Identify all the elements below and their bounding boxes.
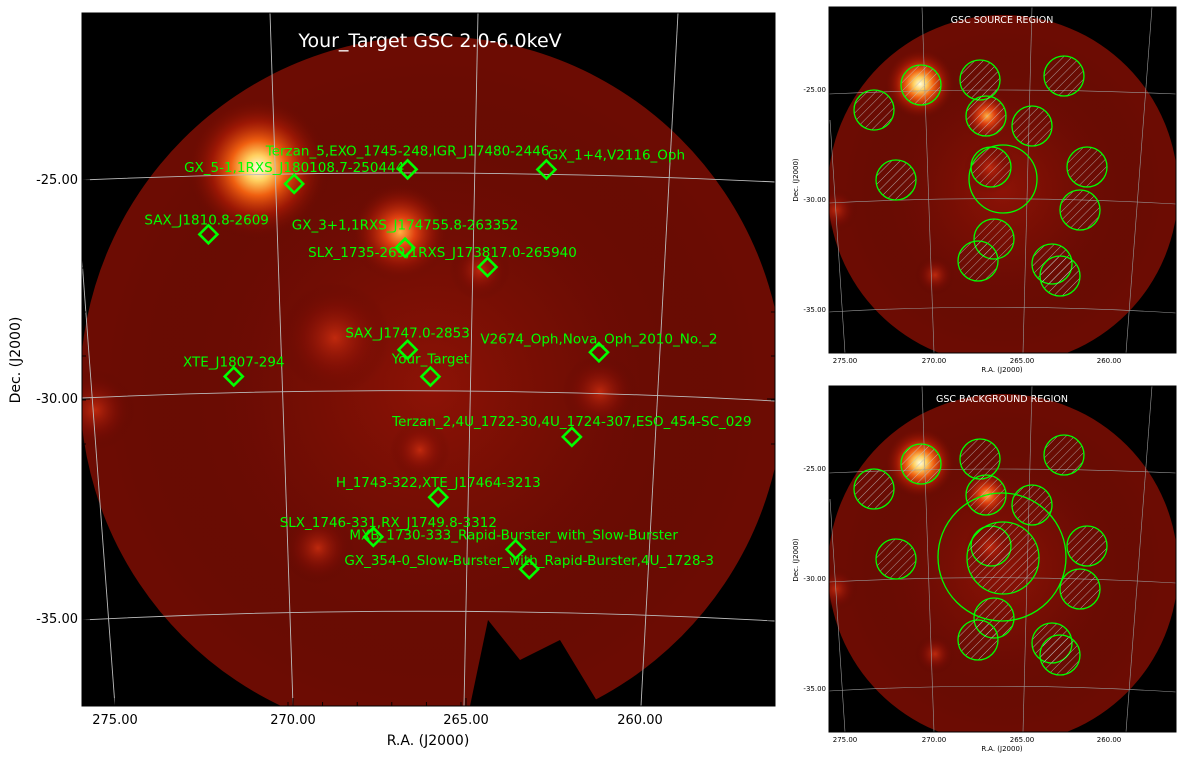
- source-label: Your_Target: [391, 352, 469, 368]
- main-fov-notch: [470, 620, 600, 706]
- background-x-tick-label: 275.00: [833, 736, 858, 744]
- background-y-tick-label: -35.00: [803, 685, 826, 693]
- exclusion-region: [1011, 484, 1053, 526]
- source-label: V2674_Oph,Nova_Oph_2010_No._2: [480, 331, 717, 347]
- exclusion-region: [959, 59, 1001, 101]
- source-y-tick-label: -25.00: [803, 86, 826, 94]
- exclusion-region: [1066, 525, 1108, 567]
- exclusion-region: [1043, 434, 1085, 476]
- background-plot-frame: [828, 385, 1177, 733]
- source-label: H_1743-322,XTE_J17464-3213: [336, 475, 541, 491]
- source-marker: [535, 158, 558, 181]
- source-marker: [222, 365, 245, 388]
- source-region-circles: [853, 55, 1108, 297]
- background-y-tick-label: -30.00: [803, 575, 826, 583]
- exclusion-region: [853, 468, 895, 510]
- source-label: GX_3+1,1RXS_J174755.8-263352: [292, 218, 519, 234]
- source-marker: [394, 236, 416, 259]
- source-label: GX_1+4,V2116_Oph: [548, 148, 685, 164]
- background-region-circles: [853, 434, 1108, 676]
- background-y-tick-label: -25.00: [803, 465, 826, 473]
- source-label: SLX_1746-331,RX_J1749.8-3312: [280, 515, 497, 531]
- background-x-tick-label: 270.00: [922, 736, 947, 744]
- source-label: MXB_1730-333_Rapid-Burster_with_Slow-Bur…: [349, 527, 678, 543]
- source-label: GX_354-0_Slow-Burster_with_Rapid-Burster…: [344, 553, 714, 569]
- exclusion-region: [1066, 146, 1108, 188]
- exclusion-region: [900, 64, 942, 106]
- main-plot-frame: [81, 12, 776, 707]
- source-x-tick-label: 275.00: [833, 357, 858, 365]
- source-label: SLX_1735-269,1RXS_J173817.0-265940: [308, 245, 577, 261]
- main-x-tick-label: 265.00: [443, 713, 489, 728]
- background-x-tick-label: 265.00: [1010, 736, 1035, 744]
- source-marker: [518, 558, 541, 580]
- source-markers: Terzan_5,EXO_1745-248,IGR_J17480-2446GX_…: [144, 143, 752, 580]
- background-annulus-inner: [966, 521, 1040, 595]
- exclusion-region: [853, 89, 895, 131]
- exclusion-region: [1043, 55, 1085, 97]
- main-x-tick-label: 275.00: [92, 713, 138, 728]
- main-panel: Your_Target GSC 2.0-6.0keV 275.00 270.00…: [8, 12, 776, 749]
- background-panel-title: GSC BACKGROUND REGION: [936, 394, 1068, 405]
- background-x-axis-label: R.A. (J2000): [981, 745, 1023, 753]
- source-plot-frame: [828, 6, 1177, 354]
- source-marker: [283, 173, 305, 195]
- source-marker: [396, 158, 419, 181]
- main-x-tick-label: 260.00: [617, 713, 663, 728]
- exclusion-region: [1011, 105, 1053, 147]
- source-marker: [362, 526, 385, 548]
- source-label: GX_5-1,1RXS_J180108.7-250444: [184, 160, 404, 176]
- source-x-tick-label: 265.00: [1010, 357, 1035, 365]
- source-label: XTE_J1807-294: [183, 354, 285, 370]
- exclusion-region: [1059, 189, 1101, 231]
- source-x-tick-label: 260.00: [1097, 357, 1122, 365]
- exclusion-region: [875, 159, 917, 201]
- main-y-tick-label: -35.00: [36, 612, 78, 627]
- main-x-tick-label: 270.00: [270, 713, 316, 728]
- source-y-tick-label: -35.00: [803, 306, 826, 314]
- source-y-tick-label: -30.00: [803, 196, 826, 204]
- exclusion-region: [1059, 568, 1101, 610]
- exclusion-region: [959, 438, 1001, 480]
- source-marker: [396, 338, 419, 361]
- exclusion-region: [875, 538, 917, 580]
- exclusion-region: [957, 240, 999, 282]
- source-marker: [561, 425, 583, 448]
- source-marker: [419, 365, 442, 388]
- background-x-tick-label: 260.00: [1097, 736, 1122, 744]
- main-y-tick-label: -30.00: [36, 392, 78, 407]
- exclusion-region: [957, 619, 999, 661]
- source-marker: [588, 341, 610, 364]
- source-x-axis-label: R.A. (J2000): [981, 366, 1023, 374]
- source-x-tick-label: 270.00: [922, 357, 947, 365]
- source-region-panel: GSC SOURCE REGION 275.00 270.00 265.00 2…: [792, 6, 1177, 374]
- exclusion-region: [900, 443, 942, 485]
- background-annulus-outer: [937, 492, 1067, 622]
- main-y-tick-label: -25.00: [36, 173, 78, 188]
- source-marker: [197, 223, 220, 246]
- source-label: Terzan_2,4U_1722-30,4U_1724-307,ESO_454-…: [391, 414, 751, 430]
- main-y-axis-label: Dec. (J2000): [8, 317, 24, 404]
- exclusion-region: [970, 146, 1012, 188]
- source-marker: [504, 538, 527, 561]
- exclusion-region: [1039, 634, 1081, 676]
- source-marker: [476, 256, 499, 278]
- exclusion-region: [965, 95, 1007, 137]
- main-title: Your_Target GSC 2.0-6.0keV: [297, 30, 561, 52]
- background-y-axis-label: Dec. (J2000): [792, 538, 800, 582]
- source-panel-title: GSC SOURCE REGION: [951, 15, 1054, 26]
- main-x-axis-label: R.A. (J2000): [387, 733, 470, 749]
- source-y-axis-label: Dec. (J2000): [792, 158, 800, 202]
- background-region-panel: GSC BACKGROUND REGION 275.00 270.00 265.…: [792, 385, 1177, 753]
- main-sky-blobs: [82, 96, 638, 584]
- source-label: Terzan_5,EXO_1745-248,IGR_J17480-2446: [265, 143, 550, 159]
- source-marker: [427, 486, 450, 509]
- source-label: SAX_J1747.0-2853: [345, 326, 470, 342]
- exclusion-region: [1039, 255, 1081, 297]
- source-region: [968, 144, 1038, 214]
- main-coordinate-grid: [82, 13, 775, 706]
- main-tick-marks: [82, 13, 775, 706]
- source-label: SAX_J1810.8-2609: [144, 212, 269, 228]
